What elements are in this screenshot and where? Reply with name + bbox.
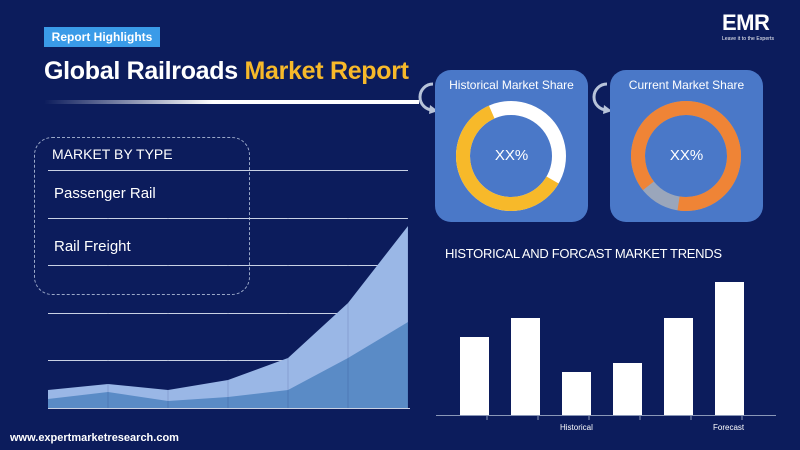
type-item-passenger-rail: Passenger Rail (54, 185, 156, 202)
trends-chart-title: HISTORICAL AND FORCAST MARKET TRENDS (445, 246, 722, 261)
trend-bar (460, 337, 489, 415)
axis-label-forecast: Forecast (713, 423, 745, 432)
area-series-1 (48, 322, 408, 408)
trend-bar (511, 318, 540, 415)
page-title-main: Global Railroads (44, 57, 245, 85)
title-underline (44, 100, 419, 104)
divider-line (48, 218, 408, 219)
page-title: Global Railroads Market Report (44, 57, 409, 86)
divider-line (48, 360, 408, 361)
ring-fill (456, 101, 566, 211)
ring-fill (630, 101, 741, 211)
current-share-value: XX% (669, 147, 704, 164)
page-title-accent: Market Report (244, 57, 410, 85)
type-item-rail-freight: Rail Freight (54, 238, 131, 255)
area-chart (48, 200, 410, 409)
divider-line (48, 170, 408, 171)
historical-market-share-title: Historical Market Share (449, 78, 574, 92)
trends-bar-chart (436, 282, 776, 420)
trend-bar (562, 372, 591, 415)
cycle-arrow-icon (592, 82, 612, 114)
historical-share-value: XX% (494, 147, 529, 164)
trend-bar (715, 282, 744, 415)
divider-line (48, 265, 408, 266)
trend-bar (613, 363, 642, 415)
current-market-share-title: Current Market Share (628, 78, 745, 92)
historical-market-share-card: Historical Market Share XX% (435, 70, 588, 222)
report-highlights-badge: Report Highlights (44, 27, 160, 47)
axis-label-historical: Historical (560, 423, 593, 432)
current-market-share-card: Current Market Share XX% (610, 70, 763, 222)
trend-bar (664, 318, 693, 415)
area-series-0 (48, 226, 408, 408)
logo-name: EMR (722, 10, 770, 35)
emr-logo: EMR Leave it to the Experts (722, 12, 788, 52)
footer-url: www.expertmarketresearch.com (10, 432, 179, 444)
historical-share-ring (456, 101, 566, 211)
market-by-type-box (34, 137, 250, 295)
current-share-ring (630, 101, 741, 211)
market-by-type-heading: MARKET BY TYPE (52, 146, 173, 162)
divider-line (48, 313, 408, 314)
logo-tagline: Leave it to the Experts (722, 36, 775, 42)
